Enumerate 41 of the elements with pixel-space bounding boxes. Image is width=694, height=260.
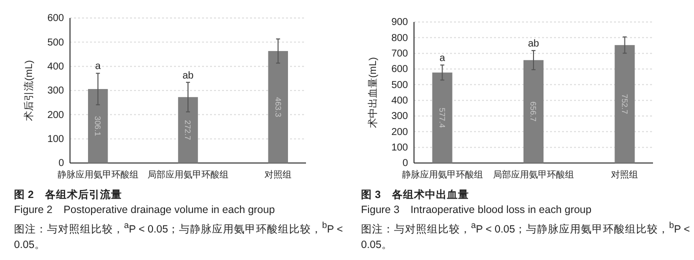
x-tick-label: 对照组: [264, 169, 292, 180]
y-tick-label: 700: [391, 48, 408, 60]
y-tick-label: 400: [391, 96, 408, 107]
data-label: 272.7: [183, 120, 192, 141]
text: Figure 2 Postoperative drainage volume in each group: [14, 203, 276, 218]
annotation: a: [95, 61, 102, 72]
y-axis-title: 术后引流(mL): [23, 60, 35, 121]
text: 图注：与对照组比较，$^{a}$P < 0.05；与静脉应用氨甲环酸组比较，$^{b}$P < 0.05。: [361, 220, 690, 250]
y-axis-title: 术中出血量(mL): [367, 57, 379, 128]
y-tick-label: 300: [391, 111, 408, 122]
data-label: 306.1: [93, 116, 102, 137]
y-tick-label: 600: [391, 64, 408, 76]
x-tick-label: 局部应用氨甲环酸组: [493, 169, 574, 180]
y-tick-label: 200: [47, 110, 64, 121]
y-tick-label: 400: [47, 62, 64, 73]
x-tick-label: 局部应用氨甲环酸组: [148, 169, 228, 180]
annotation: ab: [528, 38, 540, 50]
data-label: 656.7: [528, 102, 538, 122]
y-tick-label: 200: [391, 126, 408, 138]
data-label: 752.7: [620, 94, 629, 115]
y-tick-label: 100: [47, 134, 64, 146]
annotation: ab: [182, 70, 194, 82]
y-tick-label: 0: [58, 158, 64, 170]
y-tick-label: 900: [391, 17, 408, 28]
y-tick-label: 300: [47, 86, 64, 97]
x-tick-label: 对照组: [611, 169, 638, 180]
text: 图 3 各组术中出血量: [361, 188, 470, 203]
text: Figure 3 Intraoperative blood loss in each group: [361, 203, 592, 218]
x-tick-label: 静脉应用氨甲环酸组: [402, 169, 483, 180]
y-tick-label: 500: [47, 37, 64, 48]
annotation: a: [439, 52, 446, 64]
y-tick-label: 800: [391, 32, 408, 44]
data-label: 577.4: [437, 108, 446, 128]
x-tick-label: 静脉应用氨甲环酸组: [57, 169, 138, 180]
y-tick-label: 500: [391, 80, 408, 91]
y-tick-label: 100: [391, 142, 408, 154]
y-tick-label: 600: [47, 13, 64, 24]
data-label: 463.3: [273, 97, 282, 118]
y-tick-label: 0: [402, 158, 408, 170]
text: 图注：与对照组比较，$^{a}$P < 0.05；与静脉应用氨甲环酸组比较，$^{b}$P < 0.05。: [14, 220, 343, 250]
text: 图 2 各组术后引流量: [14, 188, 123, 203]
